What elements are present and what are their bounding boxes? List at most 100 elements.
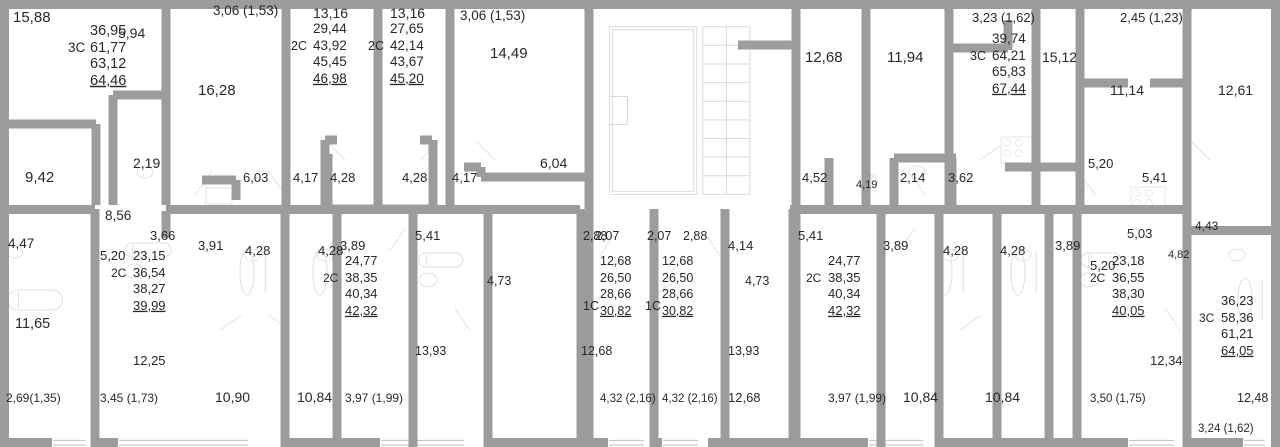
svg-text:3,06 (1,53): 3,06 (1,53) <box>213 3 278 18</box>
svg-text:13,16: 13,16 <box>313 5 348 21</box>
svg-text:38,30: 38,30 <box>1112 286 1145 301</box>
svg-text:39,99: 39,99 <box>133 298 166 313</box>
svg-text:2C: 2C <box>1090 271 1106 285</box>
svg-text:13,93: 13,93 <box>415 344 446 358</box>
svg-text:2,45 (1,23): 2,45 (1,23) <box>1120 10 1183 25</box>
svg-text:3,23 (1,62): 3,23 (1,62) <box>972 10 1035 25</box>
svg-text:36,55: 36,55 <box>1112 270 1145 285</box>
svg-text:13,93: 13,93 <box>728 344 759 358</box>
svg-text:5,03: 5,03 <box>1127 226 1152 241</box>
svg-text:4,14: 4,14 <box>728 238 753 253</box>
svg-text:12,68: 12,68 <box>600 254 631 268</box>
svg-text:10,84: 10,84 <box>985 389 1020 405</box>
svg-text:45,45: 45,45 <box>313 54 347 69</box>
svg-text:3C: 3C <box>970 49 986 63</box>
svg-text:61,77: 61,77 <box>90 40 126 56</box>
svg-text:3,62: 3,62 <box>948 170 973 185</box>
svg-text:5,41: 5,41 <box>1142 170 1167 185</box>
svg-text:28,66: 28,66 <box>662 287 693 301</box>
svg-text:11,65: 11,65 <box>15 316 50 332</box>
svg-text:2,07: 2,07 <box>647 229 671 243</box>
svg-text:42,14: 42,14 <box>390 38 424 53</box>
svg-text:12,61: 12,61 <box>1218 82 1253 98</box>
svg-text:64,46: 64,46 <box>90 73 126 89</box>
svg-text:3,06 (1,53): 3,06 (1,53) <box>460 8 525 23</box>
svg-text:12,68: 12,68 <box>662 254 693 268</box>
svg-text:13,16: 13,16 <box>390 5 425 21</box>
svg-text:38,35: 38,35 <box>828 270 861 285</box>
svg-text:38,27: 38,27 <box>133 281 166 296</box>
svg-text:3,97 (1,99): 3,97 (1,99) <box>345 391 403 405</box>
svg-text:12,68: 12,68 <box>581 344 612 358</box>
svg-text:40,34: 40,34 <box>345 286 378 301</box>
svg-text:58,36: 58,36 <box>1221 310 1254 325</box>
svg-text:4,19: 4,19 <box>856 179 877 191</box>
svg-text:23,18: 23,18 <box>1112 253 1145 268</box>
svg-text:12,68: 12,68 <box>728 390 761 405</box>
svg-text:61,21: 61,21 <box>1221 326 1254 341</box>
svg-text:3,91: 3,91 <box>198 238 223 253</box>
svg-text:3,97 (1,99): 3,97 (1,99) <box>828 391 886 405</box>
svg-text:43,67: 43,67 <box>390 54 424 69</box>
svg-text:43,92: 43,92 <box>313 38 347 53</box>
svg-text:3,66: 3,66 <box>150 228 175 243</box>
svg-text:27,65: 27,65 <box>390 21 424 36</box>
svg-text:24,77: 24,77 <box>345 253 378 268</box>
svg-text:4,43: 4,43 <box>1195 219 1219 233</box>
svg-text:2,88: 2,88 <box>683 229 707 243</box>
svg-text:15,88: 15,88 <box>13 9 51 26</box>
svg-text:2,14: 2,14 <box>900 170 925 185</box>
svg-text:45,20: 45,20 <box>390 71 424 86</box>
svg-text:5,41: 5,41 <box>415 228 440 243</box>
svg-text:40,05: 40,05 <box>1112 303 1145 318</box>
svg-text:24,77: 24,77 <box>828 253 861 268</box>
svg-text:12,34: 12,34 <box>1150 353 1183 368</box>
svg-text:42,32: 42,32 <box>345 303 378 318</box>
svg-text:4,28: 4,28 <box>1000 243 1025 258</box>
svg-text:4,52: 4,52 <box>802 170 827 185</box>
svg-text:2,07: 2,07 <box>595 229 619 243</box>
svg-text:2C: 2C <box>368 39 384 53</box>
svg-text:65,83: 65,83 <box>992 64 1026 79</box>
svg-text:4,28: 4,28 <box>330 170 355 185</box>
svg-text:64,21: 64,21 <box>992 48 1026 63</box>
svg-text:5,41: 5,41 <box>798 228 823 243</box>
svg-text:4,47: 4,47 <box>8 236 34 251</box>
svg-text:4,73: 4,73 <box>745 274 769 288</box>
svg-text:3,89: 3,89 <box>1055 238 1080 253</box>
svg-text:4,32 (2,16): 4,32 (2,16) <box>600 393 656 405</box>
svg-text:5,20: 5,20 <box>1088 156 1113 171</box>
svg-text:36,23: 36,23 <box>1221 293 1254 308</box>
svg-text:14,49: 14,49 <box>490 45 528 62</box>
svg-text:4,73: 4,73 <box>487 274 511 288</box>
svg-text:5,94: 5,94 <box>118 25 145 41</box>
svg-text:26,50: 26,50 <box>662 271 693 285</box>
svg-text:11,14: 11,14 <box>1110 82 1144 98</box>
svg-text:64,05: 64,05 <box>1221 343 1254 358</box>
svg-text:12,68: 12,68 <box>805 49 843 66</box>
svg-text:26,50: 26,50 <box>600 271 631 285</box>
svg-text:6,04: 6,04 <box>540 155 567 171</box>
svg-text:38,35: 38,35 <box>345 270 378 285</box>
svg-text:2C: 2C <box>323 271 339 285</box>
svg-text:63,12: 63,12 <box>90 56 126 72</box>
svg-text:1C: 1C <box>583 299 599 313</box>
svg-text:40,34: 40,34 <box>828 286 861 301</box>
svg-text:29,44: 29,44 <box>313 21 347 36</box>
svg-text:42,32: 42,32 <box>828 303 861 318</box>
svg-text:2C: 2C <box>111 266 127 280</box>
svg-text:4,82: 4,82 <box>1168 249 1189 261</box>
svg-text:4,32 (2,16): 4,32 (2,16) <box>662 393 718 405</box>
svg-text:3,50 (1,75): 3,50 (1,75) <box>1090 393 1146 405</box>
svg-text:3,45 (1,73): 3,45 (1,73) <box>100 391 158 405</box>
svg-text:6,03: 6,03 <box>243 170 268 185</box>
svg-text:5,20: 5,20 <box>100 248 125 263</box>
svg-text:4,17: 4,17 <box>452 170 477 185</box>
svg-text:10,84: 10,84 <box>903 389 938 405</box>
svg-text:2,69(1,35): 2,69(1,35) <box>6 391 61 405</box>
svg-text:4,17: 4,17 <box>293 170 318 185</box>
svg-text:28,66: 28,66 <box>600 287 631 301</box>
svg-text:15,12: 15,12 <box>1042 49 1077 65</box>
svg-text:23,15: 23,15 <box>133 248 166 263</box>
svg-text:16,28: 16,28 <box>198 82 236 99</box>
